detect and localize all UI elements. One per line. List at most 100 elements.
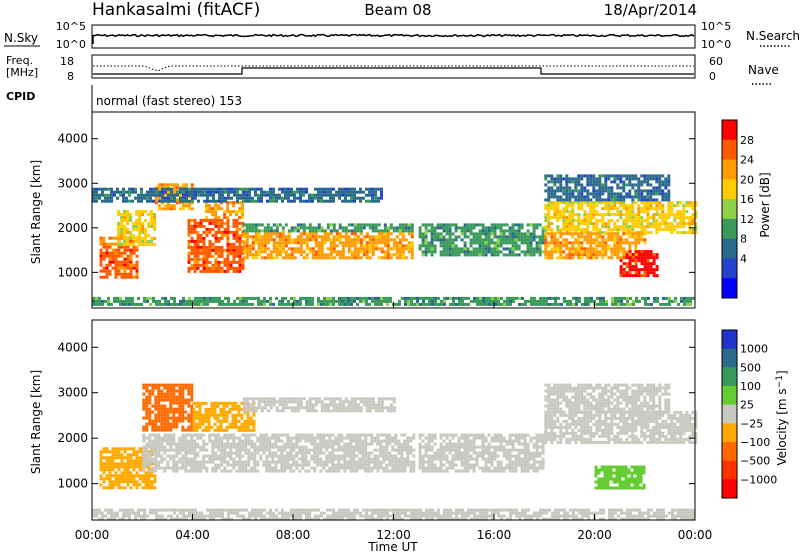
echo-cell [544,213,547,216]
echo-cell [109,261,112,264]
echo-cell [148,486,151,489]
echo-cell [289,470,292,473]
echo-cell [170,200,173,203]
echo-cell [580,222,583,225]
echo-cell [367,467,370,470]
echo-cell [217,464,220,467]
echo-cell [369,223,372,226]
echo-cell [173,183,176,186]
echo-cell [422,297,425,300]
echo-cell [120,237,123,240]
echo-cell [278,303,281,306]
echo-cell [598,201,601,204]
echo-cell [578,297,581,300]
echo-cell [224,261,227,264]
echo-cell [619,213,622,216]
echo-cell [607,235,610,238]
echo-cell [443,297,446,300]
echo-cell [208,426,211,429]
echo-cell [169,440,172,443]
echo-cell [288,238,291,241]
echo-cell [348,229,351,232]
echo-cell [118,273,121,276]
echo-cell [123,243,126,246]
echo-cell [158,191,161,194]
echo-cell [133,480,136,483]
echo-cell [271,470,274,473]
echo-cell [317,197,320,200]
echo-cell [328,434,331,437]
echo-cell [103,258,106,261]
echo-cell [592,192,595,195]
echo-cell [357,235,360,238]
echo-cell [601,247,604,250]
echo-cell [629,265,632,268]
echo-cell [509,241,512,244]
echo-cell [181,420,184,423]
echo-cell [130,252,133,255]
echo-cell [542,229,545,232]
echo-cell [274,467,277,470]
echo-cell [286,434,289,437]
echo-cell [673,213,676,216]
echo-cell [188,234,191,237]
echo-cell [470,226,473,229]
echo-cell [494,226,497,229]
date-title: 18/Apr/2014 [604,1,697,19]
echo-cell [374,197,377,200]
echo-cell [303,250,306,253]
echo-cell [282,250,285,253]
echo-cell [197,237,200,240]
echo-cell [384,253,387,256]
echo-cell [342,253,345,256]
echo-cell [346,452,349,455]
echo-cell [333,247,336,250]
echo-cell [361,446,364,449]
echo-cell [220,207,223,210]
echo-cell [479,250,482,253]
echo-cell [217,429,220,432]
echo-cell [317,188,320,191]
echo-cell [482,303,485,306]
echo-cell [631,241,634,244]
echo-cell [212,255,215,258]
echo-cell [356,191,359,194]
echo-cell [349,449,352,452]
echo-cell [230,252,233,255]
echo-cell [117,222,120,225]
echo-cell [364,467,367,470]
echo-cell [377,188,380,191]
echo-cell [244,429,247,432]
echo-cell [313,443,316,446]
echo-cell [440,253,443,256]
echo-cell [109,237,112,240]
echo-cell [652,207,655,210]
echo-cell [218,264,221,267]
echo-cell [601,186,604,189]
echo-cell [378,232,381,235]
echo-cell [313,449,316,452]
echo-cell [220,461,223,464]
echo-cell [152,300,155,303]
echo-cell [352,434,355,437]
echo-cell [353,300,356,303]
echo-cell [343,443,346,446]
echo-cell [300,250,303,253]
echo-cell [250,440,253,443]
echo-cell [267,232,270,235]
echo-cell [547,195,550,198]
echo-cell [434,250,437,253]
echo-cell [135,228,138,231]
echo-cell [347,194,350,197]
echo-cell [261,241,264,244]
echo-cell [313,455,316,458]
echo-cell [289,437,292,440]
echo-cell [344,197,347,200]
echo-cell [592,256,595,259]
echo-cell [145,402,148,405]
echo-cell [354,256,357,259]
echo-cell [325,440,328,443]
echo-cell [643,238,646,241]
echo-cell [363,226,366,229]
echo-cell [360,223,363,226]
